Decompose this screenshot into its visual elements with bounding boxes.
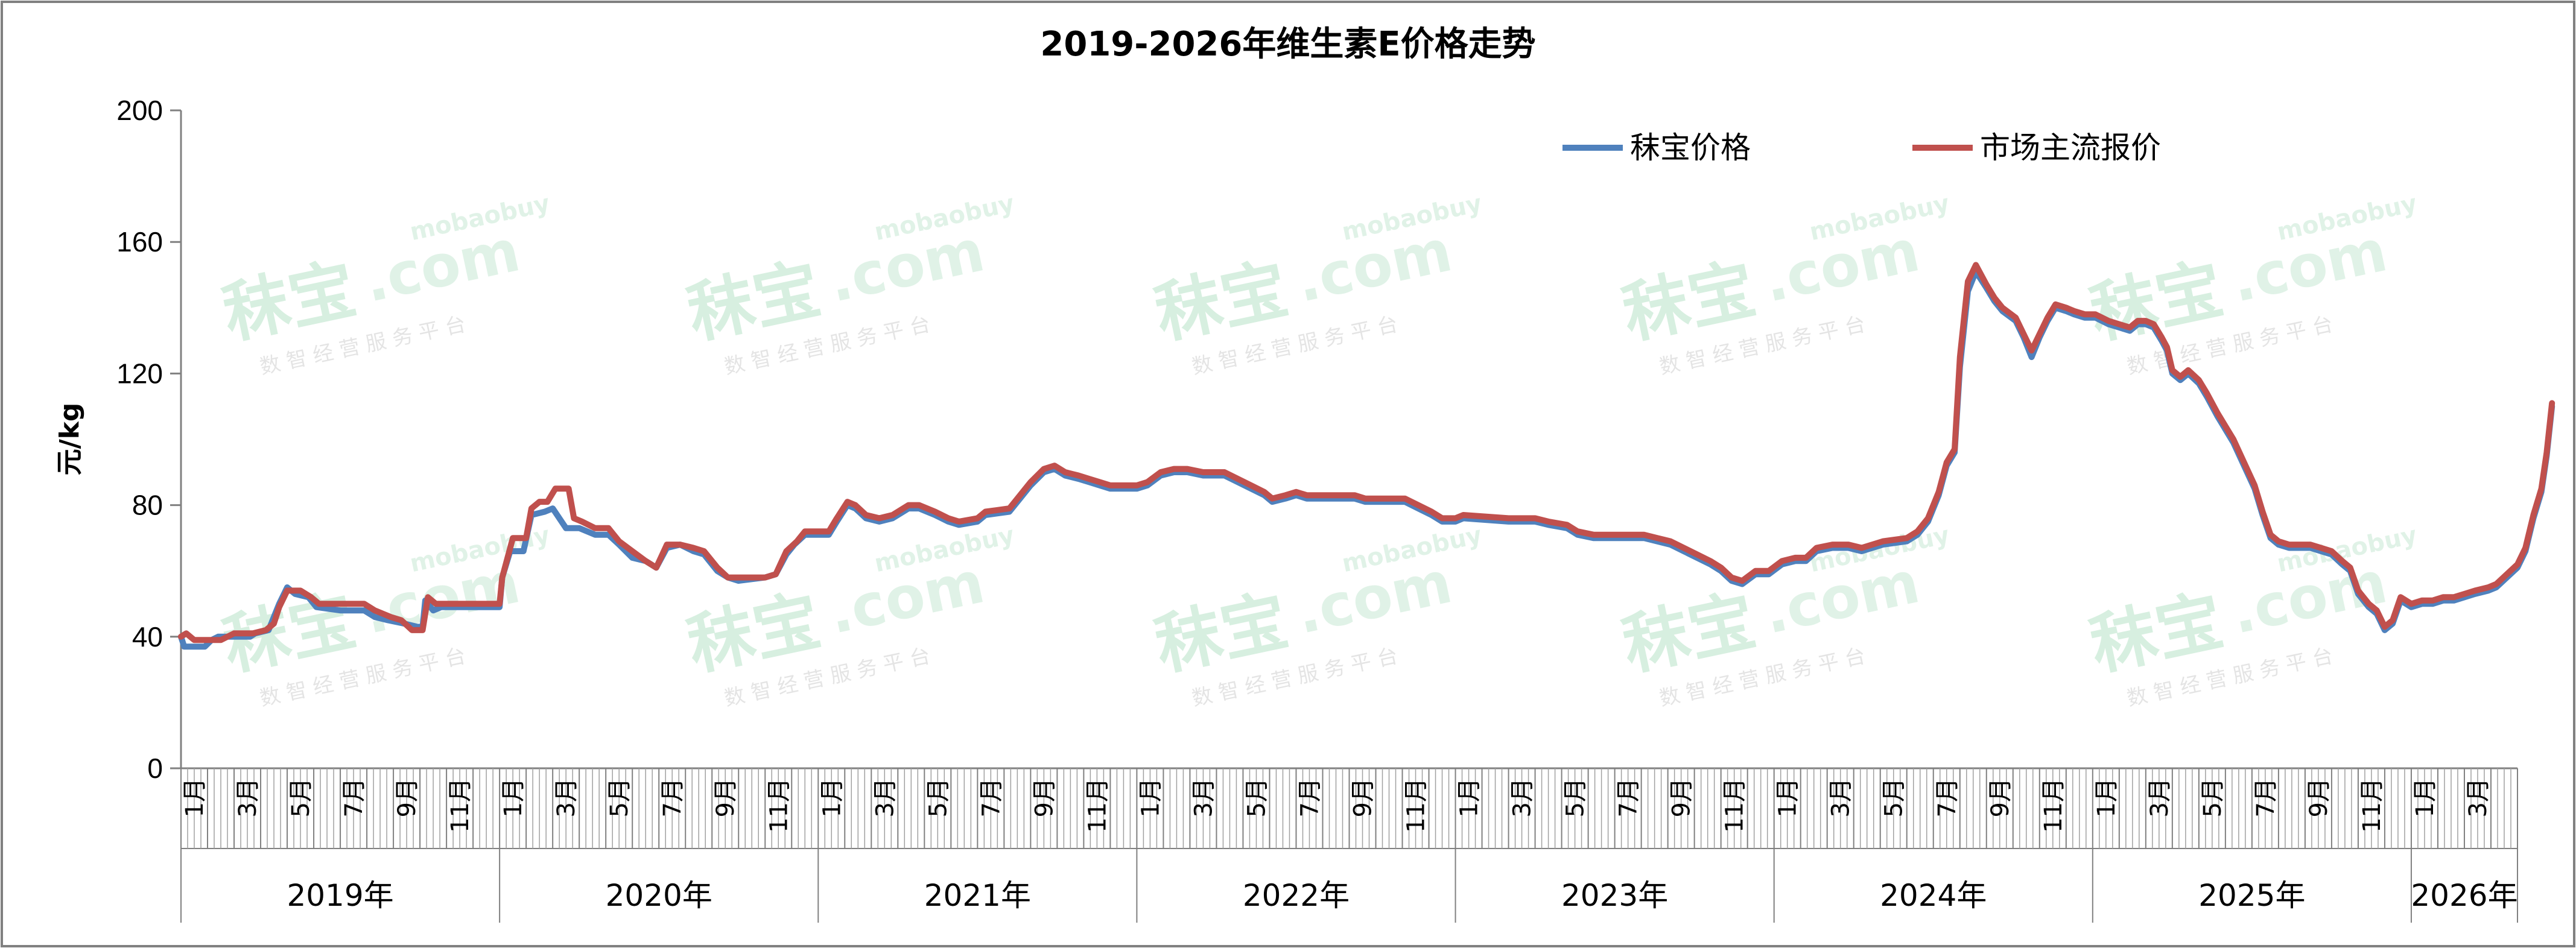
- x-month-label: 1月: [2411, 778, 2439, 817]
- x-month-label: 1月: [181, 778, 209, 817]
- y-axis: 0 40 80 120 160 200: [116, 95, 182, 784]
- x-year-label: 2026年: [2411, 878, 2517, 913]
- x-year-label: 2023年: [1561, 878, 1668, 913]
- x-month-label: 3月: [1509, 778, 1537, 817]
- series-layer: [178, 262, 2555, 650]
- x-month-label: 7月: [2252, 778, 2280, 817]
- x-month-label: 5月: [1562, 778, 1590, 817]
- y-tick-label: 0: [147, 753, 163, 784]
- x-axis: 1月 3月 5月 7月 9月 11月 2019年 1月 3月 5月 7月 9月 11月 2020年 1月 3月…: [180, 767, 2518, 923]
- x-month-label: 5月: [1880, 778, 1908, 817]
- x-month-label: 9月: [1350, 778, 1377, 817]
- chart-title: 2019-2026年维生素E价格走势: [1040, 25, 1535, 64]
- y-tick-label: 160: [116, 226, 163, 258]
- x-month-label: 5月: [2199, 778, 2227, 817]
- x-month-label: 7月: [659, 778, 687, 817]
- x-month-label: 5月: [1243, 778, 1271, 817]
- x-month-label: 9月: [2305, 778, 2333, 817]
- x-year-label: 2022年: [1243, 878, 1350, 913]
- x-month-label: 3月: [2464, 778, 2492, 817]
- x-month-label: 9月: [712, 778, 740, 817]
- y-tick-label: 40: [132, 621, 163, 653]
- x-month-label: 7月: [1934, 778, 1961, 817]
- y-tick-label: 200: [116, 95, 163, 126]
- x-month-label: 1月: [818, 778, 846, 817]
- x-year-label: 2020年: [606, 878, 712, 913]
- x-month-label: 11月: [1403, 778, 1430, 833]
- x-month-label: 3月: [1190, 778, 1217, 817]
- x-year-label: 2024年: [1880, 878, 1987, 913]
- x-month-label: 3月: [234, 778, 262, 817]
- legend-label-2: 市场主流报价: [1980, 130, 2161, 165]
- x-month-label: 1月: [1137, 778, 1164, 817]
- x-month-label: 9月: [1030, 778, 1058, 817]
- y-axis-label: 元/kg: [54, 403, 85, 476]
- x-month-label: 3月: [553, 778, 580, 817]
- y-tick-label: 120: [116, 358, 163, 389]
- x-month-label: 9月: [1668, 778, 1696, 817]
- x-month-label: 1月: [500, 778, 527, 817]
- x-month-label: 3月: [2146, 778, 2174, 817]
- x-year-label: 2019年: [287, 878, 393, 913]
- x-month-label: 5月: [924, 778, 952, 817]
- x-month-label: 11月: [1721, 778, 1749, 833]
- legend: 秣宝价格 市场主流报价: [1562, 130, 2161, 165]
- x-month-label: 9月: [1987, 778, 2014, 817]
- legend-label-1: 秣宝价格: [1630, 130, 1751, 165]
- x-month-label: 11月: [765, 778, 793, 833]
- y-tick-label: 80: [132, 490, 163, 521]
- x-month-label: 1月: [1456, 778, 1483, 817]
- x-month-label: 3月: [871, 778, 899, 817]
- x-year-label: 2025年: [2198, 878, 2305, 913]
- x-month-label: 11月: [446, 778, 474, 833]
- x-month-label: 11月: [2040, 778, 2067, 833]
- x-month-label: 11月: [2358, 778, 2386, 833]
- x-month-label: 3月: [1827, 778, 1855, 817]
- x-year-label: 2021年: [924, 878, 1031, 913]
- x-month-label: 5月: [287, 778, 315, 817]
- x-month-label: 1月: [2093, 778, 2121, 817]
- series-line-2: [178, 262, 2555, 643]
- x-month-label: 9月: [393, 778, 421, 817]
- x-month-label: 1月: [1774, 778, 1802, 817]
- x-month-label: 7月: [1615, 778, 1643, 817]
- x-month-label: 7月: [1296, 778, 1324, 817]
- x-month-label: 7月: [340, 778, 368, 817]
- x-month-label: 5月: [606, 778, 633, 817]
- x-month-label: 7月: [977, 778, 1005, 817]
- x-month-label: 11月: [1083, 778, 1111, 833]
